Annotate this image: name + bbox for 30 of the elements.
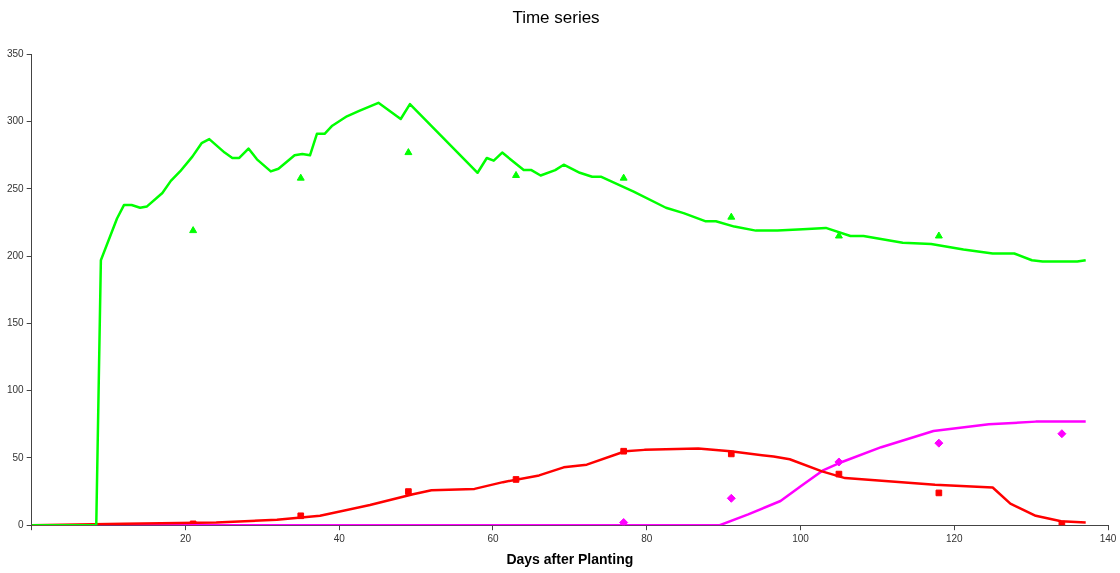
point: [189, 226, 198, 234]
y-tick-label: 50: [12, 451, 25, 463]
y-tick-label: 200: [7, 249, 25, 261]
x-tick-label: 40: [333, 532, 346, 544]
point: [726, 493, 736, 503]
point: [405, 488, 412, 495]
y-tick-label: 250: [7, 182, 25, 194]
y-tick-label: 300: [7, 115, 25, 127]
x-tick-label: 140: [1099, 532, 1117, 544]
x-tick-label: 100: [792, 532, 810, 544]
point: [296, 173, 305, 181]
point: [935, 489, 943, 497]
y-tick-label: 100: [7, 384, 25, 396]
point: [727, 212, 736, 220]
x-axis-title: Days after Planting: [506, 551, 634, 568]
y-tick-label: 0: [18, 518, 25, 530]
point: [512, 170, 520, 178]
point: [1057, 429, 1067, 439]
y-tick-label: 350: [7, 48, 25, 60]
x-tick-label: 60: [487, 532, 499, 544]
y-tick-label: 150: [7, 317, 25, 329]
x-tick-label: 20: [179, 532, 192, 544]
point: [404, 148, 413, 156]
point: [619, 173, 628, 181]
point: [934, 231, 943, 239]
chart-title: Time series: [512, 7, 600, 27]
x-tick-label: 80: [641, 532, 653, 544]
x-tick-label: 120: [945, 532, 964, 544]
point: [934, 438, 944, 448]
point: [619, 518, 629, 526]
